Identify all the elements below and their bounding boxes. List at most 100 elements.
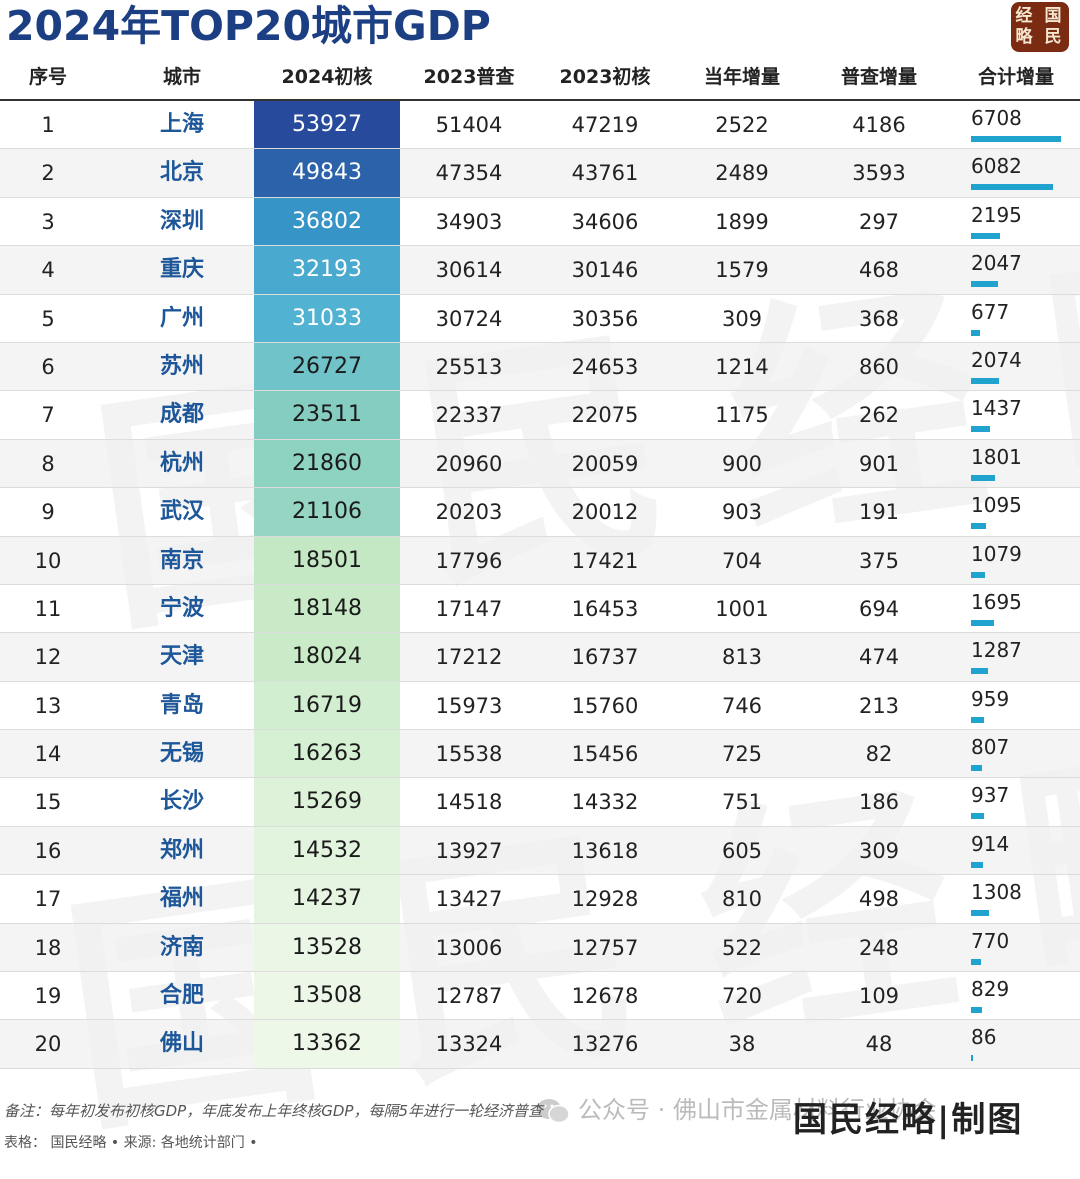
census-increase-cell: 4186: [852, 113, 906, 137]
census-increase-cell: 48: [865, 1032, 893, 1057]
total-increase-cell: 6708: [971, 106, 1022, 130]
gdp-heat-cell: [254, 972, 400, 1020]
gdp-2024-cell: 31033: [292, 305, 362, 331]
gdp-2024-cell: 21106: [292, 499, 362, 525]
column-header-yearly-increase: 当年增量: [703, 66, 781, 88]
wechat-icon: [537, 1099, 570, 1124]
census-increase-cell: 694: [858, 596, 900, 621]
table-row: 16263 14 无锡 15538 15456 725 82 807: [0, 730, 1080, 779]
total-increase-bar: [971, 813, 984, 820]
table-row: 16719 13 青岛 15973 15760 746 213 959: [0, 681, 1080, 731]
total-increase-bar: [971, 426, 990, 433]
total-increase-bar: [971, 716, 984, 723]
rank-cell: 18: [34, 935, 62, 960]
prelim-2023-cell: 24653: [571, 354, 639, 379]
gdp-2024-cell: 13362: [292, 1031, 362, 1057]
gdp-2024-cell: 13508: [292, 983, 362, 1009]
census-2023-cell: 13324: [435, 1032, 503, 1057]
census-2023-cell: 14518: [435, 790, 503, 815]
table-row: 14237 17 福州 13427 12928 810 498 1308: [0, 875, 1080, 924]
yearly-increase-cell: 751: [721, 790, 763, 815]
census-2023-cell: 17796: [435, 548, 503, 573]
gdp-heat-cell: [254, 730, 400, 778]
census-2023-cell: 17212: [435, 645, 503, 670]
total-increase-bar: [971, 765, 982, 772]
total-increase-bar: [971, 958, 981, 965]
census-increase-cell: 309: [858, 838, 900, 863]
rank-cell: 7: [41, 403, 55, 428]
city-cell: 郑州: [159, 837, 205, 863]
rank-cell: 16: [34, 838, 62, 863]
column-header-city: 城市: [162, 66, 202, 88]
total-increase-cell: 6082: [971, 154, 1022, 179]
gdp-heat-cell: [254, 246, 400, 294]
prelim-2023-cell: 20059: [571, 451, 639, 476]
table-row: 15269 15 长沙 14518 14332 751 186 937: [0, 778, 1080, 827]
census-increase-cell: 375: [858, 548, 900, 573]
signature: 国民经略|制图: [793, 1100, 1024, 1140]
prelim-2023-cell: 30146: [571, 258, 639, 283]
city-cell: 天津: [159, 644, 205, 670]
total-increase-cell: 2047: [971, 251, 1022, 276]
total-increase-cell: 807: [971, 735, 1010, 760]
total-increase-bar: [971, 184, 1053, 191]
gdp-heat-cell: [254, 342, 400, 391]
city-cell: 成都: [159, 402, 205, 428]
gdp-heat-cell: [254, 294, 400, 342]
total-increase-bar: [971, 571, 985, 578]
yearly-increase-cell: 903: [721, 500, 763, 525]
prelim-2023-cell: 15760: [571, 693, 639, 718]
gdp-2024-cell: 18501: [292, 547, 362, 573]
total-increase-cell: 770: [971, 928, 1010, 953]
city-cell: 上海: [159, 112, 205, 137]
total-increase-cell: 86: [971, 1025, 997, 1050]
census-2023-cell: 12787: [435, 984, 503, 1009]
rank-cell: 4: [41, 258, 55, 283]
total-increase-cell: 959: [971, 686, 1010, 711]
gdp-2024-cell: 15269: [292, 789, 362, 815]
city-cell: 无锡: [159, 741, 205, 767]
total-increase-bar: [971, 232, 1000, 239]
total-increase-bar: [971, 329, 980, 336]
total-increase-cell: 1095: [971, 493, 1022, 518]
gdp-heat-cell: [254, 584, 400, 633]
yearly-increase-cell: 2522: [715, 113, 769, 137]
census-increase-cell: 262: [858, 403, 900, 428]
brand-logo: 经 国略 民: [1011, 2, 1069, 52]
prelim-2023-cell: 22075: [571, 403, 639, 428]
total-increase-bar: [971, 1055, 973, 1062]
city-cell: 杭州: [159, 450, 205, 476]
prelim-2023-cell: 17421: [571, 548, 639, 573]
city-cell: 长沙: [159, 789, 205, 815]
census-2023-cell: 34903: [435, 209, 503, 234]
yearly-increase-cell: 605: [721, 838, 763, 863]
census-increase-cell: 191: [858, 500, 900, 525]
gdp-heat-cell: [254, 391, 400, 439]
census-2023-cell: 30614: [435, 258, 503, 283]
gdp-2024-cell: 14237: [292, 886, 362, 912]
gdp-heat-cell: [254, 488, 400, 536]
gdp-2024-cell: 26727: [292, 353, 362, 379]
gdp-2024-cell: 36802: [292, 208, 362, 234]
total-increase-bar: [971, 281, 998, 288]
gdp-2024-cell: 18148: [292, 595, 362, 621]
total-increase-bar: [971, 377, 999, 384]
column-header-gdp-2024: 2024初核: [281, 66, 373, 88]
rank-cell: 1: [41, 113, 55, 137]
gdp-2024-cell: 16263: [292, 741, 362, 767]
prelim-2023-cell: 12757: [571, 935, 639, 960]
census-increase-cell: 109: [858, 984, 900, 1009]
total-increase-bar: [971, 1007, 982, 1014]
census-increase-cell: 468: [858, 258, 900, 283]
rank-cell: 19: [34, 984, 62, 1009]
yearly-increase-cell: 813: [721, 645, 763, 670]
census-2023-cell: 20203: [435, 500, 503, 525]
yearly-increase-cell: 725: [721, 742, 763, 767]
rank-cell: 15: [34, 790, 62, 815]
prelim-2023-cell: 47219: [571, 113, 639, 137]
total-increase-cell: 1801: [971, 444, 1022, 469]
total-increase-cell: 1287: [971, 638, 1022, 663]
prelim-2023-cell: 43761: [571, 161, 639, 186]
table-row: 53927 1 上海 51404 47219 2522 4186 6708: [0, 101, 1080, 150]
census-increase-cell: 213: [858, 693, 900, 718]
